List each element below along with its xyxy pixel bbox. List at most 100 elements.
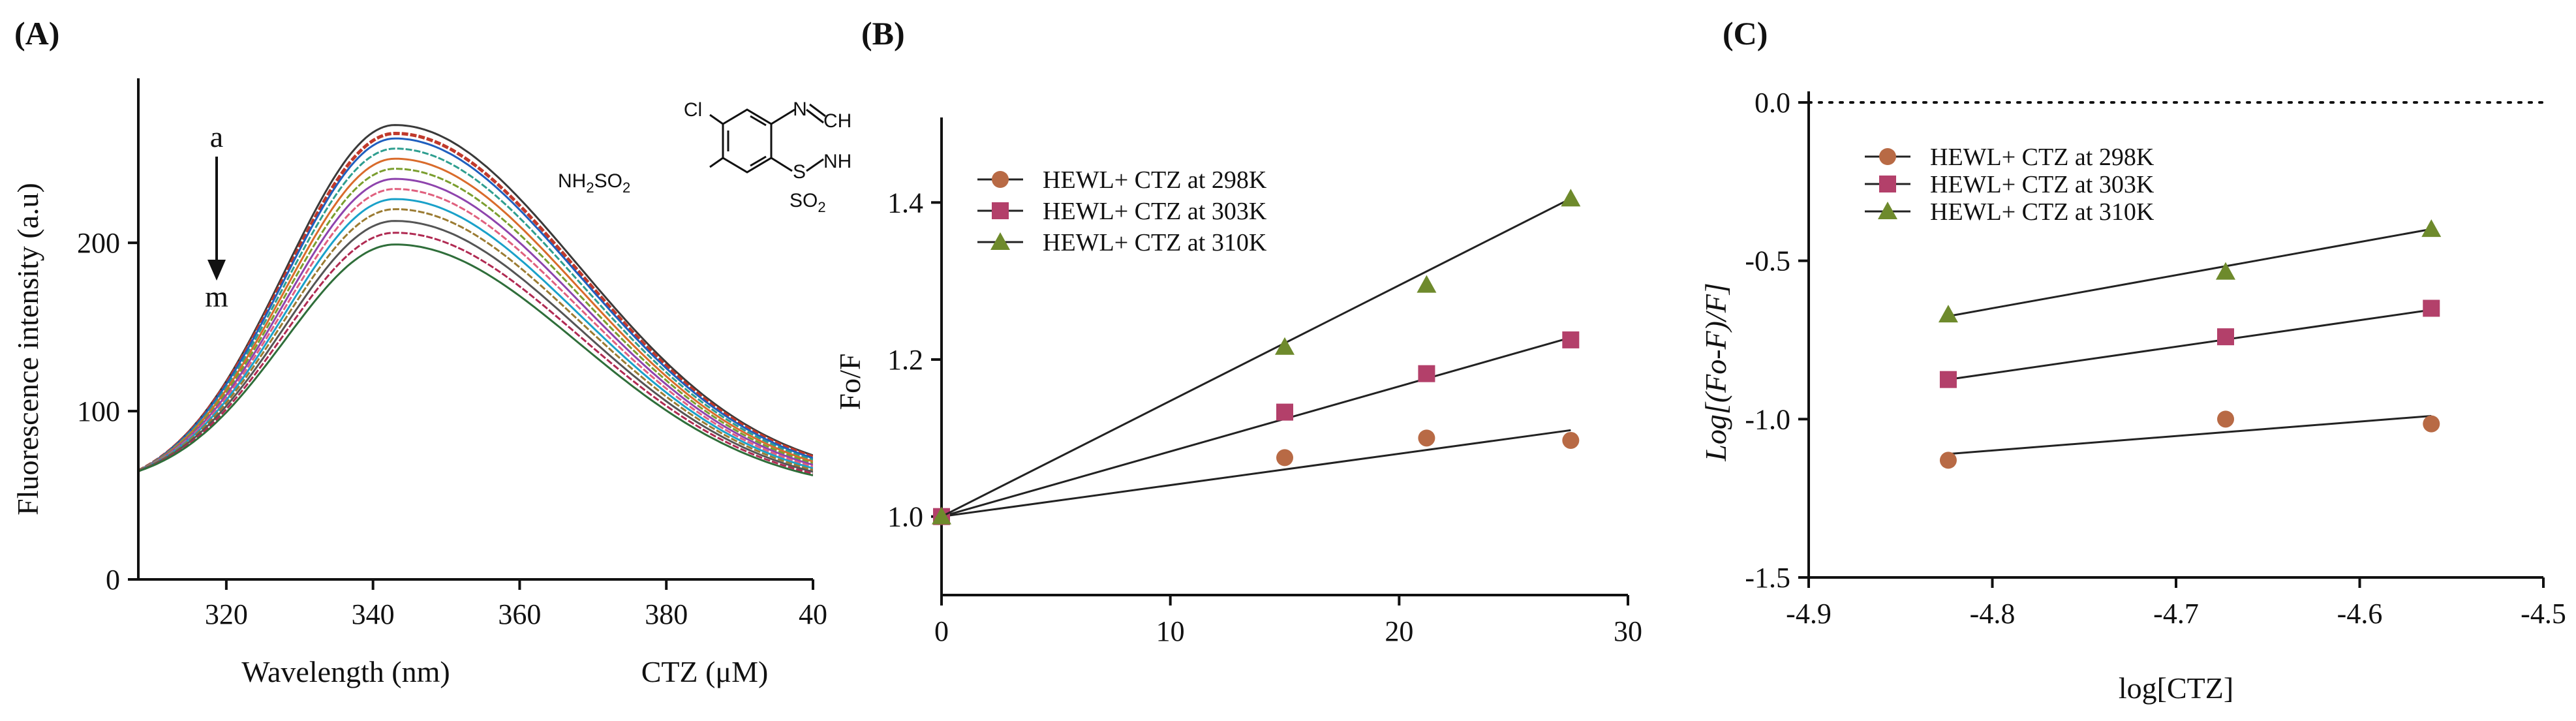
structure-s-label: S [793,161,806,183]
structure-n-label: N [793,99,807,120]
panel-b-legend-marker [990,232,1010,250]
panel-b-ylabel: Fo/F [833,354,866,410]
panel-c-point [2423,415,2440,433]
panel-b-legend-entry: HEWL+ CTZ at 310K [1043,229,1267,256]
panel-c-legend-marker [1878,202,1897,219]
arrow-label-m: m [205,280,228,313]
structure-ch-label: CH [823,110,851,132]
spectrum-curve-f [138,168,813,472]
panel-c-fit-line [1948,309,2432,381]
panel-a-xtick-label: 340 [352,598,395,630]
panel-b-fit-line [941,336,1571,518]
panel-b-legend: HEWL+ CTZ at 298K HEWL+ CTZ at 303K HEWL+ … [977,166,1267,256]
spectrum-curve-d [138,147,813,472]
panel-c-xtick-label: -4.5 [2521,598,2566,630]
panel-c-ytick-label: -0.5 [1745,245,1790,277]
panel-c-legend-entry: HEWL+ CTZ at 298K [1930,144,2154,171]
panel-b-xlabel: CTZ (μM) [641,655,769,688]
spectrum-curve-j [138,208,813,472]
panel-b-point [1418,429,1435,447]
panel-a-xtick-label: 360 [498,598,541,630]
spectrum-curve-a [138,124,813,472]
panel-b-legend-entry: HEWL+ CTZ at 298K [1043,166,1267,194]
down-arrow-head-icon [207,260,226,281]
panel-c-legend-entry: HEWL+ CTZ at 303K [1930,171,2154,198]
panel-c-plot: -4.9 -4.8 -4.7 -4.6 -4.5 -1.5 -1.0 -0.5 0.0 [1745,87,2566,630]
panel-a-ytick-label: 0 [106,564,120,596]
panel-c-point [1939,452,1957,469]
panel-b-ytick-label: 1.0 [887,501,923,533]
spectrum-curve-g [138,177,813,472]
spectrum-curve-h [138,188,813,472]
panel-b-xtick-label: 0 [934,615,949,647]
panel-a-curves [138,124,813,477]
panel-a-ytick-label: 100 [77,395,120,427]
panel-b-xtick-label: 30 [1614,615,1642,647]
structure-so2-label: SO2 [790,190,826,215]
panel-a-ytick-label: 200 [77,227,120,259]
spectrum-curve-b [138,131,813,472]
panel-c-fit-line [1948,414,2432,455]
structure-nh-label: NH [823,151,851,172]
panel-c-xtick-label: -4.6 [2337,598,2383,630]
panel-b-point [1562,331,1580,348]
spectrum-curve-k [138,220,813,473]
panel-c-point [2217,410,2235,428]
arrow-label-a: a [210,120,223,153]
chlorothiazide-structure [709,103,826,174]
panel-b-point [1562,431,1580,449]
panel-b-plot: 0 10 20 30 1.0 1.2 1.4 [887,117,1642,647]
spectrum-curve-c [138,137,813,472]
panel-b-ytick-label: 1.2 [887,344,923,376]
panel-c-ytick-label: 0.0 [1755,87,1790,119]
panel-b-stern-volmer: (B) 0 10 20 30 1.0 1.2 1.4 CTZ (μM) Fo/F HEWL+… [641,15,1642,688]
panel-c-point [2216,262,2236,280]
panel-b-point [1561,189,1581,207]
panel-c-ylabel: Log[(Fo-F)/F] [1699,283,1732,461]
panel-c-xtick-label: -4.7 [2153,598,2199,630]
panel-c-ytick-label: -1.0 [1745,403,1790,435]
panel-b-fit-line [941,429,1571,518]
panel-c-point [2217,328,2235,346]
panel-b-legend-marker [992,171,1009,188]
spectrum-curve-l [138,232,813,475]
panel-b-xtick-label: 20 [1385,615,1413,647]
panel-b-xtick-label: 10 [1156,615,1185,647]
benzene-ring [722,108,773,174]
panel-a-xtick-label: 320 [205,598,248,630]
panel-c-point [2421,219,2442,238]
panel-a-ylabel: Fluorescence intensity (a.u) [11,183,44,515]
panel-c-ytick-label: -1.5 [1745,562,1790,594]
panel-c-double-log: (C) -4.9 -4.8 -4.7 -4.6 -4.5-1.5-1.0-0.50.0 … [1699,15,2566,705]
spectrum-curve-e [138,157,813,472]
panel-c-point [1939,371,1957,388]
panel-b-point [1275,337,1295,355]
spectrum-curve-i [138,198,813,472]
panel-c-xtick-label: -4.8 [1970,598,2016,630]
panel-b-legend-entry: HEWL+ CTZ at 303K [1043,198,1267,225]
panel-c-legend-entry: HEWL+ CTZ at 310K [1930,198,2154,226]
panel-b-legend-marker [992,202,1009,219]
panel-b-point [1276,403,1293,421]
panel-b-label: (B) [861,15,905,52]
panel-a-xtick-label: 380 [645,598,688,630]
structure-nh2so2-label: NH2SO2 [558,170,630,196]
panel-b-point [932,506,951,525]
panel-c-xlabel: log[CTZ] [2119,671,2233,705]
panel-a-xlabel: Wavelength (nm) [241,655,450,688]
panel-c-point [1938,305,1958,323]
panel-c-legend-marker [1879,176,1896,192]
panel-b-point [1417,275,1437,293]
panel-c-label: (C) [1723,15,1768,52]
spectrum-curve-m [138,243,813,477]
panel-a-xtick-label: 40 [799,598,827,630]
panel-c-point [2423,299,2440,317]
structure-labels: Cl N CH NH S SO2 NH2SO2 [558,99,851,215]
panel-b-point [1276,449,1293,467]
structure-cl-label: Cl [684,99,702,121]
panel-c-legend-marker [1879,148,1896,165]
panel-b-ytick-label: 1.4 [887,187,923,219]
